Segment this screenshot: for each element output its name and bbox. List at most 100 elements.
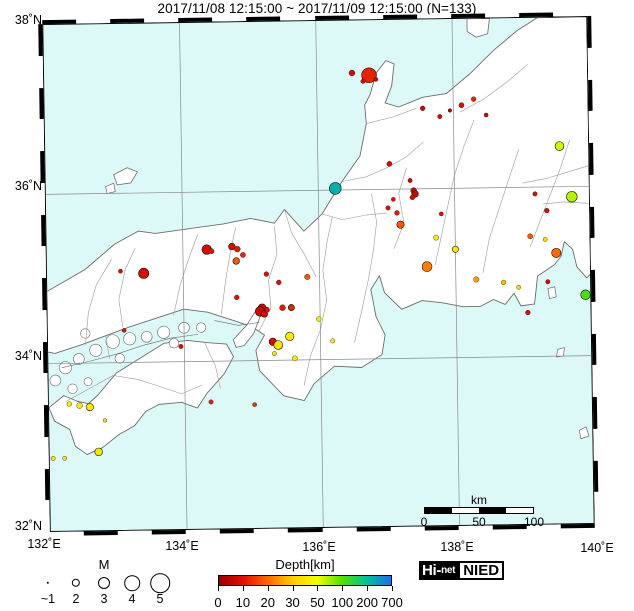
earthquake-marker[interactable]	[458, 102, 465, 108]
earthquake-marker[interactable]	[516, 285, 521, 290]
earthquake-marker[interactable]	[420, 105, 426, 111]
earthquake-marker[interactable]	[234, 245, 241, 253]
earthquake-marker[interactable]	[234, 294, 240, 300]
earthquake-marker[interactable]	[542, 237, 548, 242]
earthquake-marker[interactable]	[287, 304, 295, 311]
earthquake-marker[interactable]	[85, 403, 94, 412]
earthquake-marker[interactable]	[263, 271, 269, 277]
neatline-left-segment	[39, 119, 45, 152]
earthquake-marker[interactable]	[396, 220, 405, 229]
lon-label-134: 134˚E	[165, 539, 199, 553]
earthquake-marker[interactable]	[439, 211, 444, 217]
earthquake-marker[interactable]	[304, 273, 311, 280]
earthquake-marker[interactable]	[208, 248, 215, 254]
earthquake-marker[interactable]	[279, 304, 286, 311]
colorbar-segment	[355, 576, 358, 585]
earthquake-marker[interactable]	[240, 252, 246, 258]
earthquake-marker[interactable]	[373, 77, 379, 82]
colorbar-segment	[267, 576, 269, 585]
colorbar-tick-label: 50	[310, 595, 325, 610]
colorbar-segment	[251, 576, 254, 585]
earthquake-marker[interactable]	[409, 194, 415, 200]
shikoku-landmass	[48, 339, 234, 456]
earthquake-marker[interactable]	[437, 114, 443, 119]
earthquake-marker[interactable]	[545, 279, 551, 285]
earthquake-marker[interactable]	[391, 197, 396, 202]
earthquake-marker[interactable]	[260, 310, 268, 318]
earthquake-marker[interactable]	[232, 257, 240, 265]
colorbar-tick	[317, 586, 319, 591]
neatline-top-segment	[246, 16, 281, 22]
earthquake-marker[interactable]	[228, 243, 236, 251]
earthquake-marker[interactable]	[386, 161, 393, 167]
colorbar-segment	[322, 576, 325, 585]
earthquake-marker[interactable]	[329, 182, 342, 195]
earthquake-marker[interactable]	[580, 289, 591, 300]
scale-bar-block	[425, 508, 452, 513]
map-plot-area[interactable]	[42, 15, 595, 533]
earthquake-marker[interactable]	[76, 402, 83, 409]
colorbar-segment	[360, 576, 362, 585]
earthquake-marker[interactable]	[94, 447, 103, 457]
coastline-detail	[214, 320, 260, 326]
earthquake-marker[interactable]	[138, 267, 150, 279]
earthquake-marker[interactable]	[394, 210, 400, 216]
neatline-top-segment	[178, 17, 213, 23]
neatline-top-segment	[110, 18, 145, 24]
earthquake-marker[interactable]	[330, 338, 336, 344]
earthquake-marker[interactable]	[447, 108, 452, 113]
earthquake-marker[interactable]	[66, 401, 72, 407]
earthquake-marker[interactable]	[483, 112, 489, 118]
earthquake-marker[interactable]	[285, 331, 295, 341]
map-container[interactable]	[38, 11, 599, 537]
earthquake-marker[interactable]	[501, 279, 507, 285]
colorbar-segment	[295, 576, 297, 585]
earthquake-marker[interactable]	[451, 245, 459, 253]
neatline-top-segment	[144, 18, 179, 23]
earthquake-marker[interactable]	[421, 261, 433, 272]
earthquake-marker[interactable]	[407, 178, 413, 183]
colorbar-segment	[290, 576, 292, 585]
prefecture-boundary	[482, 148, 519, 273]
earthquake-marker[interactable]	[532, 191, 538, 197]
earthquake-marker[interactable]	[554, 141, 565, 151]
earthquake-marker[interactable]	[118, 268, 123, 274]
earthquake-marker[interactable]	[348, 69, 356, 77]
earthquake-marker[interactable]	[361, 67, 377, 83]
earthquake-marker[interactable]	[544, 208, 550, 214]
neatline-top-segment	[348, 15, 383, 20]
earthquake-marker[interactable]	[292, 355, 298, 362]
earthquake-marker[interactable]	[316, 316, 322, 322]
earthquake-marker[interactable]	[471, 96, 477, 102]
earthquake-marker[interactable]	[527, 233, 533, 240]
earthquake-marker[interactable]	[178, 344, 184, 349]
colorbar-segment	[269, 576, 272, 585]
magnitude-symbol-3	[98, 577, 110, 589]
earthquake-marker[interactable]	[433, 234, 439, 241]
earthquake-marker[interactable]	[271, 351, 277, 356]
earthquake-marker[interactable]	[252, 402, 257, 407]
earthquake-marker[interactable]	[276, 279, 282, 285]
earthquake-marker[interactable]	[264, 306, 270, 313]
earthquake-marker[interactable]	[208, 399, 214, 405]
colorbar-segment	[291, 576, 293, 585]
colorbar-tick	[342, 586, 344, 591]
grid-line-latitude	[45, 185, 591, 195]
earthquake-marker[interactable]	[566, 191, 578, 203]
colorbar-segment	[364, 576, 366, 585]
earthquake-marker[interactable]	[273, 340, 284, 350]
earthquake-marker[interactable]	[385, 205, 391, 211]
earthquake-marker[interactable]	[525, 309, 531, 316]
prefecture-boundary	[459, 64, 528, 113]
earthquake-marker[interactable]	[551, 247, 562, 258]
earthquake-marker[interactable]	[360, 78, 366, 84]
earthquake-marker[interactable]	[102, 418, 108, 423]
earthquake-marker[interactable]	[121, 328, 127, 333]
earthquake-marker[interactable]	[50, 456, 56, 461]
earthquake-marker[interactable]	[473, 276, 480, 283]
earthquake-marker[interactable]	[62, 456, 67, 461]
colorbar-segment	[343, 576, 345, 585]
neatline-bottom-segment	[220, 528, 255, 534]
colorbar-segment	[317, 576, 319, 585]
colorbar-segment	[231, 576, 234, 585]
